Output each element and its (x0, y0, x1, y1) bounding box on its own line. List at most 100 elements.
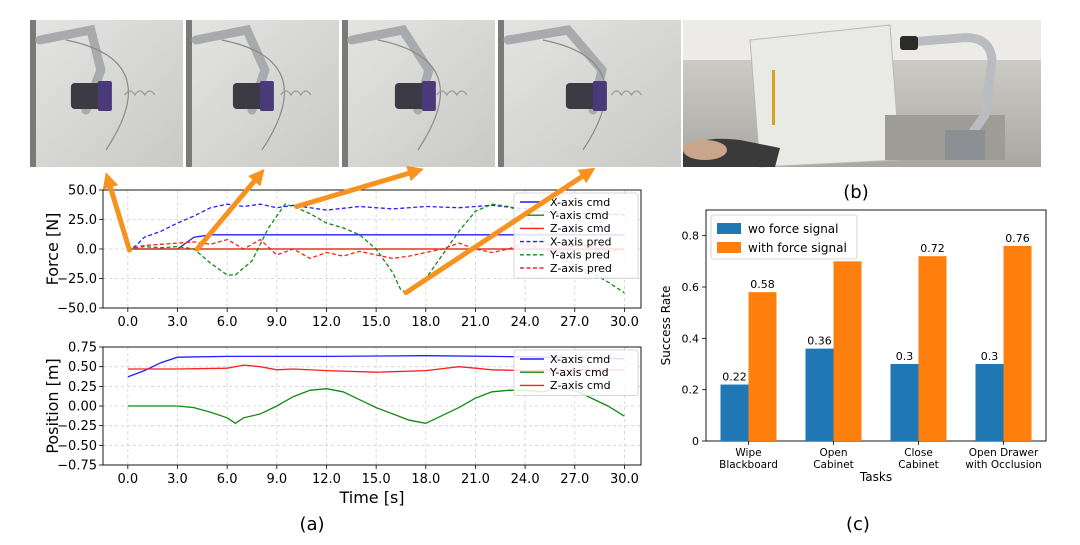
y-tick-label: −50.0 (57, 302, 97, 317)
x-tick-label: Cabinet (813, 459, 854, 471)
marker-scribble (610, 90, 642, 97)
y-tick-label: 25.0 (68, 213, 97, 228)
x-tick-label: 3.0 (167, 315, 188, 330)
x-tick-label: Cabinet (898, 459, 939, 471)
y-tick-label: 0.50 (68, 360, 97, 375)
x-tick-label: 30.0 (610, 315, 639, 330)
caption-b: (b) (843, 182, 868, 203)
x-tick-label: 0.0 (117, 315, 138, 330)
x-tick-label: 3.0 (167, 472, 188, 487)
eraser (421, 81, 436, 111)
marker-scribble (280, 90, 312, 97)
x-tick-label: 21.0 (461, 315, 490, 330)
y-axis-label: Force [N] (43, 213, 62, 286)
eraser (97, 81, 112, 111)
x-tick-label: 30.0 (610, 472, 639, 487)
bar-value-label: 0.72 (920, 242, 945, 255)
x-tick-label: Open Drawer (969, 447, 1039, 459)
x-tick-label: 9.0 (266, 472, 287, 487)
marker-scribble (436, 90, 468, 97)
x-tick-label: Wipe (735, 447, 761, 459)
series-line-x-axis-pred (127, 203, 625, 252)
bar-with-force (918, 256, 947, 441)
eraser (592, 81, 607, 111)
y-tick-label: 0.00 (68, 400, 97, 415)
frame-edge (498, 20, 504, 167)
wipe-frame-4 (498, 20, 681, 167)
cable (221, 39, 285, 151)
arrow-head (102, 172, 119, 190)
position-chart: 0.75 0.50 0.25 0.00 −0.25 −0.50 −0.75 0.0 3.0 6.0… (43, 341, 642, 507)
gripper (232, 83, 267, 109)
y-tick-label: 0 (692, 435, 699, 448)
legend-label: Y-axis cmd (549, 209, 609, 222)
x-tick-label: 9.0 (266, 315, 287, 330)
force-chart: 50.0 25.0 0.0 −25.0 −50.0 0.0 3.0 6.0 9.0 12.0 15.… (43, 184, 642, 330)
arrow-head (406, 165, 424, 182)
y-tick-label: −0.25 (57, 419, 97, 434)
legend: wo force signal with force signal (710, 214, 858, 260)
y-tick-label: −0.75 (57, 459, 97, 474)
legend-label: X-axis cmd (550, 353, 610, 366)
y-axis-label: Success Rate (659, 286, 673, 366)
legend-label: Z-axis pred (550, 262, 612, 275)
x-tick-label: 27.0 (560, 472, 589, 487)
bar-with-force (833, 261, 862, 441)
bar-value-label: 0.36 (807, 335, 832, 348)
bar-wo-force (975, 364, 1004, 441)
legend-box (513, 192, 639, 279)
wipe-frame-1 (30, 20, 183, 167)
legend-swatch (717, 223, 741, 234)
arrow-head (248, 168, 265, 187)
gripper (70, 83, 105, 109)
x-tick-label: 18.0 (411, 315, 440, 330)
bar-wo-force (805, 348, 834, 441)
arrow-shaft (107, 184, 132, 253)
x-tick-label: Close (904, 447, 933, 459)
y-tick-label: 0.4 (682, 332, 700, 345)
bar-value-label: 0.76 (1005, 232, 1030, 245)
legend-label: Y-axis pred (549, 249, 610, 262)
y-tick-label: 50.0 (68, 184, 97, 199)
arrow-shaft (194, 178, 257, 252)
plot-frame (705, 209, 1047, 442)
series-line-z-axis-cmd (127, 364, 625, 373)
teleoperation-photo (683, 20, 1041, 168)
legend-label: Z-axis cmd (550, 222, 611, 235)
y-tick-label: −25.0 (57, 272, 97, 287)
y-tick-label: 0.0 (76, 243, 97, 258)
cable (377, 39, 441, 151)
x-tick-label: 24.0 (511, 472, 540, 487)
x-tick-label: 21.0 (461, 472, 490, 487)
legend-label: Y-axis cmd (549, 366, 609, 379)
x-tick-label: 24.0 (511, 315, 540, 330)
x-tick-label: 6.0 (217, 472, 238, 487)
x-tick-label: Blackboard (719, 459, 778, 471)
x-tick-label: 18.0 (411, 472, 440, 487)
bar-wo-force (720, 384, 749, 441)
x-tick-label: Open (819, 447, 847, 459)
x-tick-label: 15.0 (362, 315, 391, 330)
bar-value-label: 0.58 (750, 278, 775, 291)
cable (542, 39, 606, 151)
y-axis-label: Position [m] (43, 358, 62, 453)
legend-swatch (717, 242, 741, 253)
frame-edge (30, 20, 36, 167)
gripper (394, 83, 429, 109)
bar-value-label: 0.22 (722, 371, 747, 384)
legend-box (710, 214, 858, 260)
legend-label: X-axis pred (550, 235, 612, 248)
legend-label: X-axis cmd (550, 196, 610, 209)
arrow-shaft (294, 170, 411, 210)
x-tick-label: with Occlusion (965, 459, 1041, 471)
y-tick-label: −0.50 (57, 439, 97, 454)
caption-a: (a) (299, 514, 324, 535)
frame-arrows (102, 165, 596, 296)
legend-label: Z-axis cmd (550, 379, 611, 392)
bar-with-force (1003, 245, 1032, 441)
x-tick-label: 12.0 (312, 472, 341, 487)
x-tick-label: 15.0 (362, 472, 391, 487)
gripper (565, 83, 600, 109)
